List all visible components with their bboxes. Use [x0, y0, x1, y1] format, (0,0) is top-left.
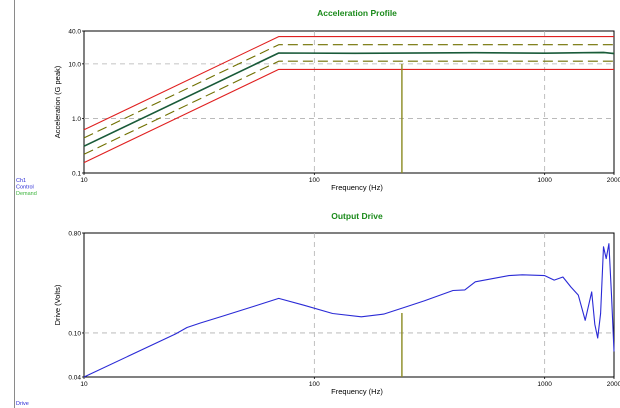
legend-label-drive: Drive	[16, 401, 29, 407]
acceleration-plot-frame	[83, 30, 615, 174]
acceleration-x-tick-label: 100	[309, 177, 320, 184]
legend-label-control: Control	[16, 185, 34, 191]
drive-plot-frame	[83, 232, 615, 378]
acceleration-y-tick-label: 40.0	[68, 29, 81, 36]
drive-y-tick-label: 0.80	[68, 231, 81, 238]
acceleration-x-tick-label: 1000	[537, 177, 552, 184]
acceleration-series-alarm_upper	[83, 44, 614, 139]
acceleration-y-tick-label: 1.0	[72, 116, 81, 123]
acceleration-x-axis-label: Frequency (Hz)	[331, 183, 383, 192]
legend-label-demand: Demand	[16, 191, 37, 197]
acceleration-series-control	[83, 51, 615, 147]
drive-y-tick-label: 0.04	[68, 375, 81, 382]
acceleration-x-tick-label: 10	[80, 177, 88, 184]
drive-x-tick-label: 100	[309, 381, 320, 388]
drive-y-tick-label: 0.10	[68, 330, 81, 337]
acceleration-chart-title: Acceleration Profile	[317, 8, 397, 18]
acceleration-series-alarm_lower	[83, 60, 614, 155]
drive-x-tick-label: 2000	[607, 381, 620, 388]
drive-y-axis-label: Drive (Volts)	[53, 284, 62, 325]
acceleration-series-demand	[83, 52, 614, 147]
left-panel-divider	[0, 0, 15, 408]
acceleration-y-axis-label: Acceleration (G peak)	[53, 65, 62, 138]
acceleration-y-tick-label: 10.0	[68, 61, 81, 68]
drive-x-tick-label: 10	[80, 381, 88, 388]
legend-label-ch1: Ch1	[16, 178, 26, 184]
acceleration-series-abort_upper	[83, 36, 614, 131]
drive-x-axis-label: Frequency (Hz)	[331, 387, 383, 396]
acceleration-x-tick-label: 2000	[607, 177, 620, 184]
drive-chart-title: Output Drive	[331, 211, 383, 221]
drive-series-drive	[83, 243, 615, 378]
acceleration-y-tick-label: 0.1	[72, 171, 81, 178]
acceleration-series-abort_lower	[83, 68, 614, 164]
drive-x-tick-label: 1000	[537, 381, 552, 388]
